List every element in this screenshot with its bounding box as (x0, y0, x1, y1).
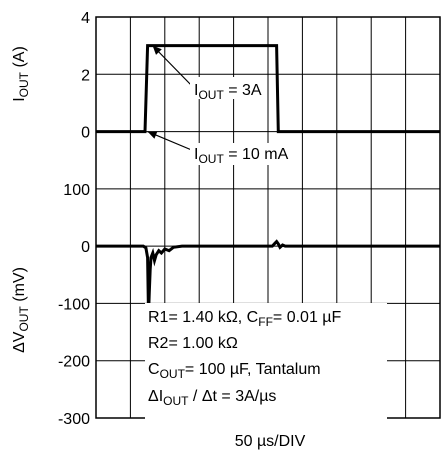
annotation-cout: COUT= 100 µF, Tantalum (148, 361, 321, 381)
top-ylabel-main: I (11, 97, 28, 101)
annotation-iout-3a: IOUT = 3A (194, 82, 262, 102)
bottom-ylabel-sub: OUT (17, 306, 31, 332)
bottom-ytick-label: 100 (63, 182, 90, 199)
top-ylabel-unit: (A) (11, 46, 28, 72)
bottom-ytick-label: 0 (81, 239, 90, 256)
annotation-r1-cff: R1= 1.40 kΩ, CFF= 0.01 µF (148, 309, 342, 329)
top-ytick-label: 4 (81, 10, 90, 27)
annotation-iout-10ma: IOUT = 10 mA (194, 146, 289, 166)
arrow-iout-3a-head (152, 45, 162, 55)
top-ytick-label: 2 (81, 67, 90, 84)
bottom-ylabel: ΔVOUT (mV) (11, 267, 31, 353)
top-ylabel: IOUT (A) (11, 46, 31, 102)
vout-deviation-trace (96, 239, 440, 315)
traces (96, 44, 440, 315)
annotation-r2: R2= 1.00 kΩ (148, 335, 238, 352)
bottom-ytick-label: -100 (58, 296, 90, 313)
tick-labels: 4 2 0 100 0 -100 -200 -300 (58, 10, 90, 428)
bottom-ytick-label: -200 (58, 354, 90, 371)
arrow-iout-10ma-head (147, 131, 158, 139)
x-axis-label: 50 µs/DIV (235, 433, 306, 450)
annotation-slew-rate: ΔIOUT / Δt = 3A/µs (148, 388, 276, 408)
bottom-ytick-label: -300 (58, 411, 90, 428)
bottom-ylabel-main: ΔV (11, 331, 28, 353)
iout-trace (96, 44, 440, 134)
arrow-iout-3a (152, 45, 195, 89)
top-ylabel-sub: OUT (17, 71, 31, 97)
top-ytick-label: 0 (81, 125, 90, 142)
bottom-ylabel-unit: (mV) (11, 267, 28, 306)
annotation-arrows (147, 45, 195, 152)
